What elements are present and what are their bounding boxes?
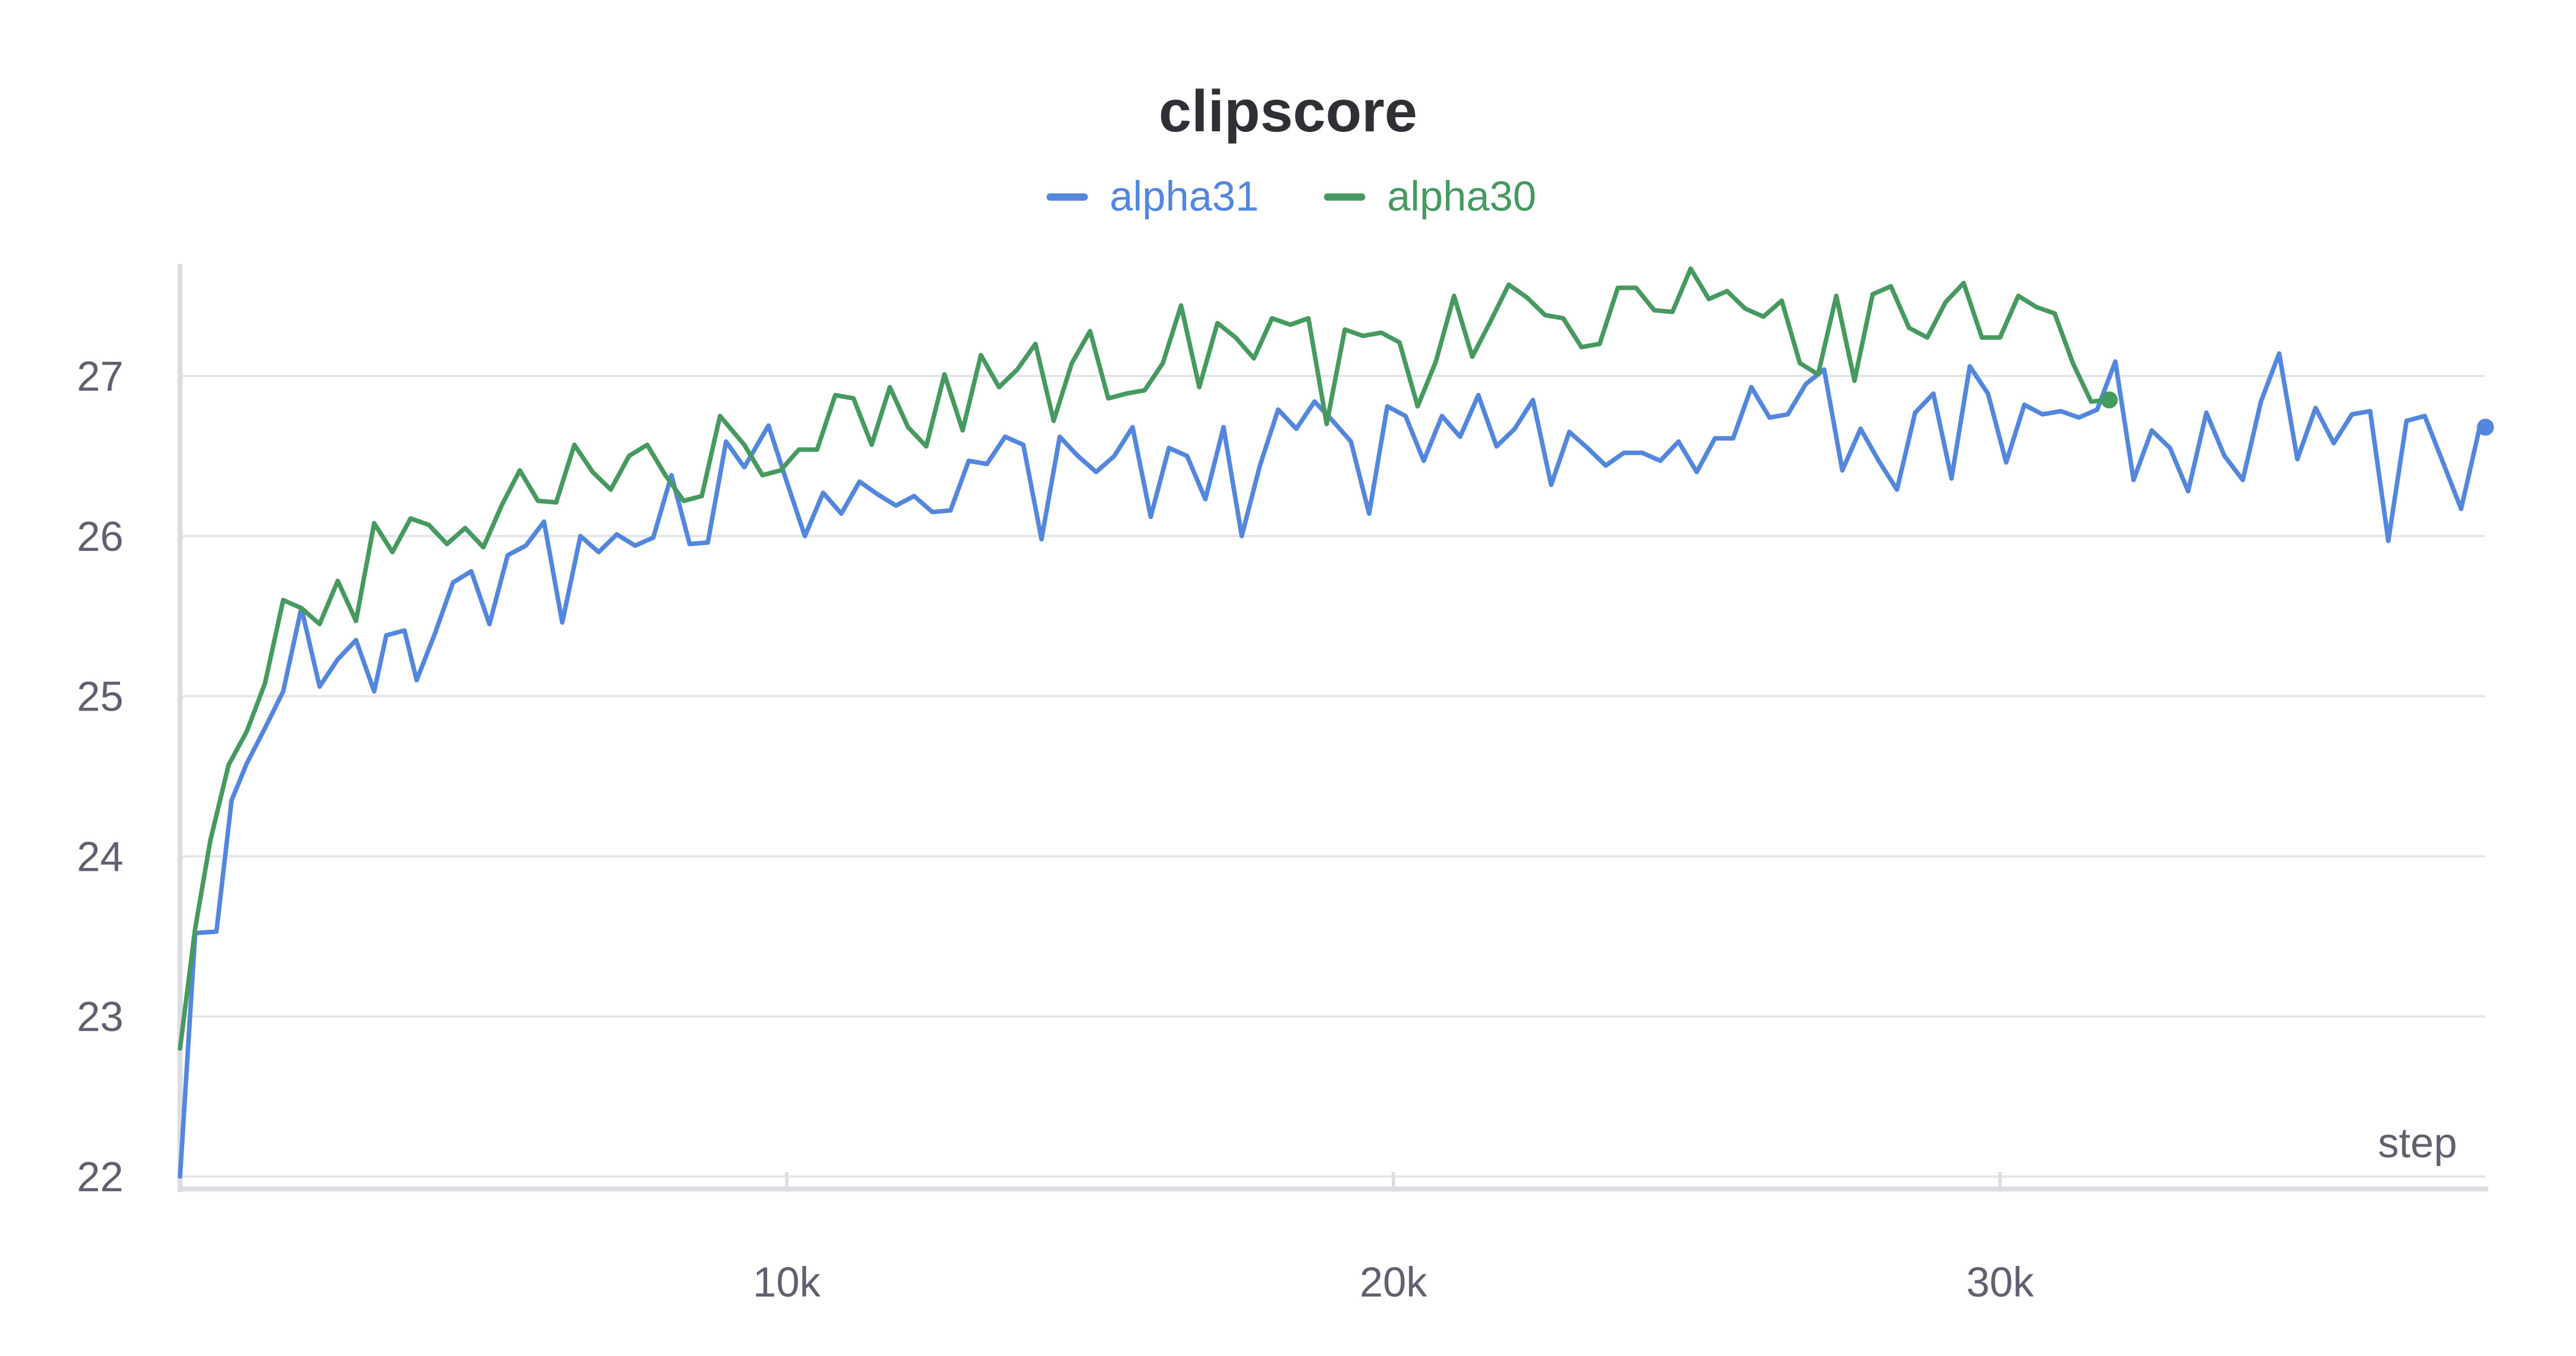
- y-tick-label-5: 27: [77, 353, 123, 400]
- x-tick-labels: 10k 20k 30k: [753, 1172, 2034, 1306]
- x-tick-label-0: 10k: [753, 1259, 821, 1306]
- y-tick-label-4: 26: [77, 513, 123, 560]
- chart-title: clipscore: [1159, 79, 1418, 144]
- series-line-alpha31: [178, 351, 2488, 1179]
- legend-label-1: alpha30: [1387, 173, 1536, 220]
- series-end-marker-alpha30: [2100, 391, 2118, 409]
- legend-label-0: alpha31: [1110, 173, 1259, 220]
- legend: alpha31 alpha30: [1046, 173, 1536, 220]
- series-end-marker-alpha31: [2477, 418, 2494, 436]
- x-tick-label-2: 30k: [1966, 1259, 2034, 1306]
- legend-item-0[interactable]: alpha31: [1046, 173, 1259, 220]
- y-tick-label-2: 24: [77, 833, 123, 880]
- series-lines: [178, 266, 2494, 1179]
- series-line-alpha30: [178, 266, 2112, 1051]
- x-tick-label-1: 20k: [1360, 1259, 1428, 1306]
- legend-item-1[interactable]: alpha30: [1324, 173, 1536, 220]
- x-axis-label: step: [2378, 1119, 2457, 1166]
- y-tick-label-0: 22: [77, 1153, 123, 1200]
- y-tick-label-3: 25: [77, 673, 123, 720]
- gridlines: [180, 374, 2485, 1178]
- y-tick-labels: 22 23 24 25 26 27: [77, 353, 123, 1200]
- y-tick-label-1: 23: [77, 993, 123, 1040]
